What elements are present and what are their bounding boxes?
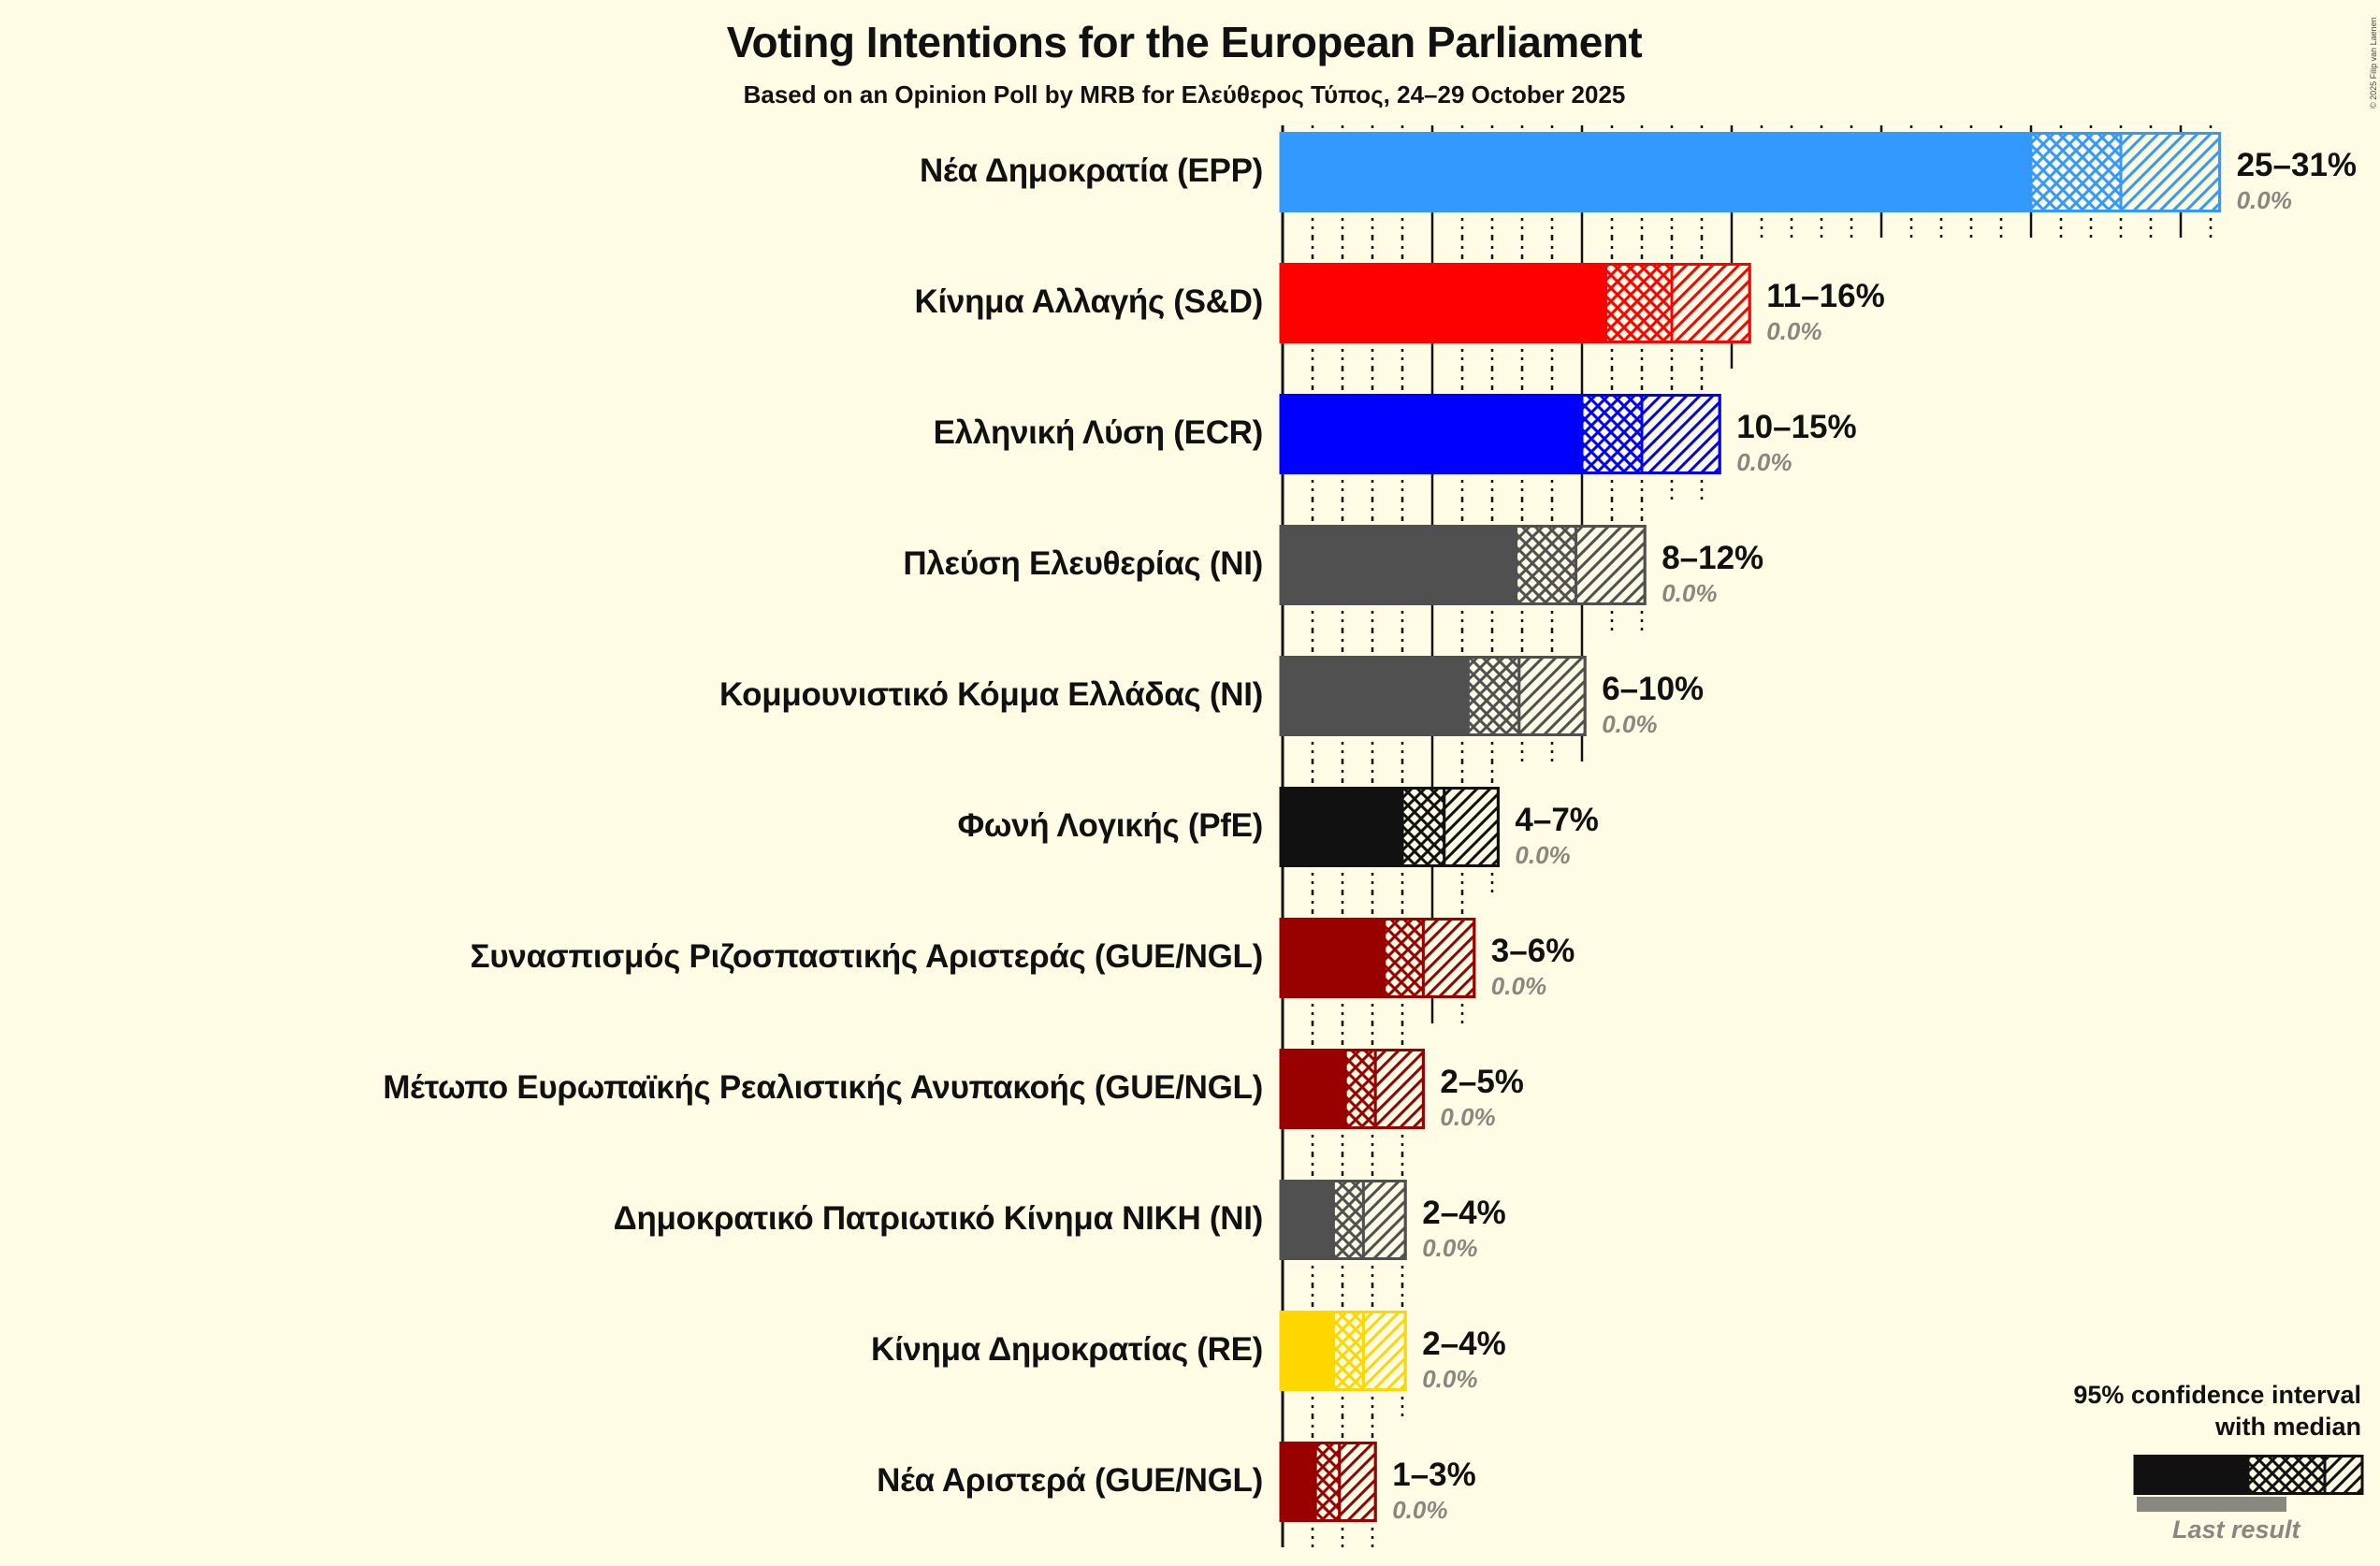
- bar-ci-upper: [1421, 918, 1476, 998]
- last-result-label: 0.0%: [1515, 841, 1571, 869]
- legend-title-line1: 95% confidence interval: [2073, 1381, 2361, 1409]
- bar-ci-lower: [1383, 918, 1425, 998]
- bar-ci-lower: [1331, 1311, 1365, 1391]
- bar-ci-lower: [1466, 656, 1521, 736]
- bar-solid: [1281, 656, 1469, 736]
- bar-solid: [1281, 787, 1402, 867]
- last-result-label: 0.0%: [1422, 1365, 1478, 1393]
- bar-ci-upper: [1517, 656, 1587, 736]
- range-label: 4–7%: [1515, 802, 1599, 838]
- legend-title: 95% confidence interval with median: [2073, 1379, 2361, 1443]
- range-label: 25–31%: [2236, 147, 2358, 183]
- range-label: 3–6%: [1490, 933, 1575, 969]
- bar-ci-upper: [1373, 1049, 1425, 1129]
- bars: [1279, 132, 2222, 1522]
- range-label: 2–4%: [1422, 1195, 1506, 1231]
- last-result-label: 0.0%: [1440, 1103, 1496, 1131]
- range-label: 2–4%: [1422, 1326, 1506, 1362]
- bar-row: [1279, 787, 1500, 867]
- range-label: 2–5%: [1440, 1064, 1524, 1100]
- party-label: Μέτωπο Ευρωπαϊκής Ρεαλιστικής Ανυπακοής …: [383, 1069, 1263, 1106]
- bar-ci-upper: [1338, 1442, 1377, 1522]
- bar-ci-upper: [1443, 787, 1500, 867]
- bar-solid: [1281, 1442, 1316, 1522]
- range-label: 11–16%: [1766, 278, 1885, 314]
- bar-row: [1279, 1180, 1407, 1260]
- party-label: Κίνημα Αλλαγής (S&D): [914, 283, 1264, 320]
- bar-ci-lower: [1400, 787, 1446, 867]
- bar-row: [1279, 1442, 1377, 1522]
- legend-title-line2: with median: [2214, 1413, 2361, 1441]
- bar-row: [1279, 656, 1587, 736]
- range-label: 6–10%: [1602, 671, 1705, 707]
- bar-solid: [1281, 132, 2031, 212]
- bar-ci-lower: [1343, 1049, 1377, 1129]
- legend-ci-lower: [2246, 1455, 2327, 1495]
- bar-solid: [1281, 525, 1517, 605]
- bar-ci-lower: [1313, 1442, 1342, 1522]
- party-label: Φωνή Λογικής (PfE): [957, 807, 1263, 844]
- party-label: Δημοκρατικό Πατριωτικό Κίνημα ΝΙΚΗ (NI): [613, 1200, 1264, 1237]
- bar-ci-upper: [1361, 1311, 1407, 1391]
- bar-solid: [1281, 1049, 1346, 1129]
- bar-solid: [1281, 394, 1582, 474]
- last-result-label: 0.0%: [2236, 186, 2292, 214]
- chart-subtitle-text: Based on an Opinion Poll by MRB for Ελεύ…: [743, 80, 1626, 109]
- bar-solid: [1281, 918, 1385, 998]
- bar-ci-lower: [2029, 132, 2123, 212]
- legend-last-result-bar: [2137, 1497, 2286, 1512]
- bar-ci-lower: [1604, 263, 1674, 343]
- party-label: Κίνημα Δημοκρατίας (RE): [870, 1331, 1263, 1368]
- range-label: 8–12%: [1662, 540, 1764, 576]
- last-result-label: 0.0%: [1766, 317, 1822, 345]
- last-result-label: 0.0%: [1392, 1496, 1448, 1524]
- range-label: 10–15%: [1736, 409, 1857, 445]
- bar-row: [1279, 394, 1721, 474]
- bar-row: [1279, 918, 1476, 998]
- bar-solid: [1281, 1180, 1334, 1260]
- party-label: Νέα Αριστερά (GUE/NGL): [877, 1462, 1263, 1499]
- party-label: Πλεύση Ελευθερίας (NI): [903, 545, 1263, 582]
- party-label: Κομμουνιστικό Κόμμα Ελλάδας (NI): [718, 676, 1263, 713]
- party-label: Συνασπισμός Ριζοσπαστικής Αριστεράς (GUE…: [470, 938, 1264, 975]
- bar-solid: [1281, 1311, 1334, 1391]
- bar-ci-upper: [2119, 132, 2222, 212]
- bar-row: [1279, 132, 2222, 212]
- bar-ci-upper: [1361, 1180, 1407, 1260]
- party-label: Νέα Δημοκρατία (EPP): [920, 152, 1263, 189]
- chart-title: Voting Intentions for the European Parli…: [0, 17, 2380, 67]
- bar-row: [1279, 263, 1751, 343]
- bar-ci-upper: [1640, 394, 1721, 474]
- legend-last-result-label: Last result: [2172, 1515, 2300, 1544]
- legend-solid: [2135, 1455, 2248, 1495]
- bar-ci-lower: [1580, 394, 1644, 474]
- chart-subtitle: Based on an Opinion Poll by MRB for Ελεύ…: [0, 80, 2380, 109]
- party-label: Ελληνική Λύση (ECR): [933, 414, 1264, 451]
- last-result-label: 0.0%: [1602, 710, 1658, 738]
- bar-ci-upper: [1575, 525, 1647, 605]
- bar-ci-lower: [1331, 1180, 1365, 1260]
- range-label: 1–3%: [1392, 1457, 1476, 1493]
- bar-row: [1279, 1049, 1425, 1129]
- last-result-label: 0.0%: [1490, 972, 1547, 1000]
- bar-ci-upper: [1670, 263, 1751, 343]
- bar-row: [1279, 525, 1647, 605]
- bar-row: [1279, 1311, 1407, 1391]
- bar-ci-lower: [1515, 525, 1578, 605]
- last-result-label: 0.0%: [1736, 448, 1792, 476]
- legend-ci-upper: [2323, 1455, 2364, 1495]
- chart-title-text: Voting Intentions for the European Parli…: [726, 18, 1643, 66]
- bar-solid: [1281, 263, 1606, 343]
- legend-graphic: [2133, 1455, 2364, 1512]
- last-result-label: 0.0%: [1662, 579, 1718, 607]
- last-result-label: 0.0%: [1422, 1234, 1478, 1262]
